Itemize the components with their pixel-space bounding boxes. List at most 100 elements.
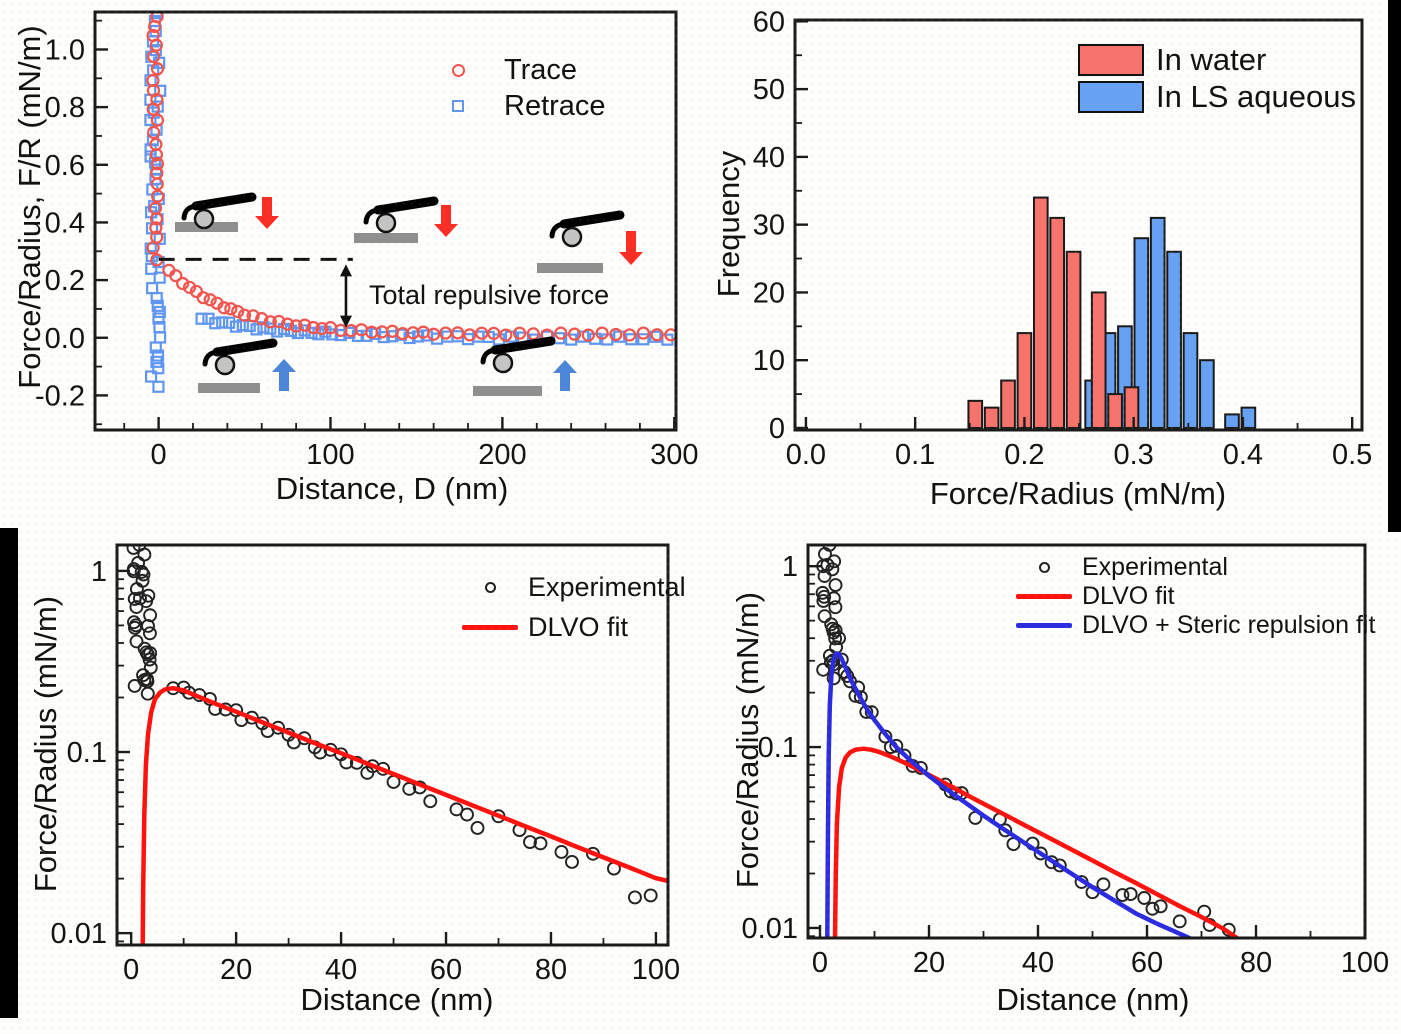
p4-y-axis-title: Force/Radius (mN/m)	[730, 591, 765, 889]
panel-3-frame	[806, 543, 1367, 940]
legend-item-experimental: Experimental	[460, 567, 686, 607]
svg-text:0.6: 0.6	[45, 150, 85, 182]
panel-3-ticks: 0 20 40 60 80 100 1 0.1 0.01	[742, 551, 1390, 979]
p1-annotations	[158, 192, 643, 396]
trace-circle-marker-icon	[451, 63, 465, 77]
p4-x-axis-title: Distance (nm)	[996, 982, 1190, 1017]
legend-label: Retrace	[504, 89, 606, 122]
legend-label: DLVO fit	[1082, 582, 1175, 610]
svg-text:0.01: 0.01	[742, 913, 798, 945]
svg-text:0.0: 0.0	[45, 323, 85, 355]
svg-text:300: 300	[650, 439, 698, 471]
svg-text:100: 100	[632, 954, 680, 986]
svg-text:80: 80	[1240, 947, 1272, 979]
svg-text:60: 60	[1131, 947, 1163, 979]
scan-edge-artifact-right	[1388, 0, 1401, 532]
legend-item-in-water: In water	[1078, 41, 1356, 78]
legend-item-in-ls-aqueous: In LS aqueous	[1078, 78, 1356, 115]
cantilever-cartoon-icon	[537, 210, 643, 273]
svg-text:0.8: 0.8	[45, 92, 85, 124]
retrace-square-marker-icon	[452, 100, 464, 112]
svg-text:0.0: 0.0	[786, 439, 826, 471]
svg-text:0: 0	[151, 439, 167, 471]
svg-text:0: 0	[123, 954, 139, 986]
total-repulsive-force-label: Total repulsive force	[369, 280, 610, 310]
svg-text:200: 200	[478, 439, 526, 471]
panel-2-ticks: 0 20 40 60 80 100 1 0.1 0.01	[51, 556, 681, 986]
p2-x-axis-title: Force/Radius (mN/m)	[929, 476, 1227, 511]
experimental-marker-icon	[484, 581, 496, 593]
legend-item-dlvo-steric-fit: DLVO + Steric repulsion fit	[1014, 611, 1375, 640]
svg-text:0.5: 0.5	[1332, 439, 1372, 471]
p3-x-axis-title: Distance (nm)	[300, 982, 494, 1017]
p1-x-axis-title: Distance, D (nm)	[275, 471, 509, 506]
svg-text:0: 0	[812, 947, 828, 979]
legend-label: Experimental	[528, 571, 686, 602]
legend-item-experimental: Experimental	[1014, 553, 1375, 582]
panel-1-ticks: 0.0 0.1 0.2 0.3 0.4 0.5 0 10 20 30 40 50 60	[753, 6, 1373, 471]
panel-3-series	[815, 545, 1241, 938]
in-water-swatch-icon	[1078, 43, 1144, 76]
svg-text:40: 40	[325, 954, 357, 986]
dlvo-steric-fit-line-icon	[1016, 623, 1072, 628]
legend-item-trace: Trace	[446, 52, 606, 88]
panel-0-ticks: 0 100 200 300 -0.2 0.0 0.2 0.4 0.6 0.8 1.0	[35, 19, 698, 471]
svg-text:1: 1	[782, 551, 798, 583]
dlvo-fit-line-icon	[462, 624, 518, 630]
svg-text:0.2: 0.2	[1004, 439, 1044, 471]
svg-text:0.4: 0.4	[1223, 439, 1263, 471]
in-ls-aqueous-swatch-icon	[1078, 80, 1144, 113]
legend-label: Experimental	[1082, 553, 1228, 581]
p2-y-axis-title: Frequency	[711, 150, 746, 298]
legend-label: Trace	[504, 53, 578, 86]
legend-dlvo-water: Experimental DLVO fit	[460, 567, 686, 647]
cantilever-cartoon-icon	[175, 192, 279, 232]
legend-item-dlvo-fit: DLVO fit	[1014, 582, 1375, 611]
svg-text:0.1: 0.1	[895, 439, 935, 471]
legend-label: In water	[1156, 41, 1267, 77]
svg-text:60: 60	[753, 6, 785, 38]
legend-label: In LS aqueous	[1156, 78, 1356, 114]
legend-item-dlvo-fit: DLVO fit	[460, 607, 686, 647]
scan-edge-artifact-left	[0, 528, 18, 1018]
svg-text:40: 40	[753, 142, 785, 174]
svg-text:60: 60	[430, 954, 462, 986]
svg-text:0.2: 0.2	[45, 265, 85, 297]
svg-text:0.1: 0.1	[67, 737, 107, 769]
svg-text:0.3: 0.3	[1114, 439, 1154, 471]
svg-text:0.01: 0.01	[51, 918, 107, 950]
panel-0-frame	[93, 10, 678, 432]
cantilever-cartoon-icon	[473, 336, 577, 396]
experimental-marker-icon	[1038, 562, 1050, 573]
svg-text:-0.2: -0.2	[35, 380, 85, 412]
legend-dlvo-steric: Experimental DLVO fit DLVO + Steric repu…	[1014, 553, 1375, 640]
svg-text:30: 30	[753, 210, 785, 242]
cantilever-cartoon-icon	[354, 196, 458, 243]
panel-0-series	[144, 12, 676, 393]
svg-text:10: 10	[753, 345, 785, 377]
legend-label: DLVO + Steric repulsion fit	[1082, 611, 1376, 639]
legend-trace-retrace: Trace Retrace	[446, 52, 606, 124]
panel-2-series	[126, 545, 668, 945]
legend-label: DLVO fit	[528, 611, 629, 642]
legend-item-retrace: Retrace	[446, 88, 606, 124]
cantilever-cartoon-icon	[198, 338, 296, 393]
svg-text:80: 80	[535, 954, 567, 986]
svg-text:0.1: 0.1	[758, 732, 798, 764]
panel-1-series	[967, 196, 1257, 429]
p1-y-axis-title: Force/Radius, F/R (mN/m)	[12, 25, 47, 389]
svg-text:20: 20	[220, 954, 252, 986]
dlvo-fit-line-icon	[1016, 594, 1072, 599]
svg-text:20: 20	[913, 947, 945, 979]
svg-text:20: 20	[753, 277, 785, 309]
svg-text:100: 100	[306, 439, 354, 471]
svg-text:1.0: 1.0	[45, 34, 85, 66]
svg-text:1: 1	[91, 556, 107, 588]
legend-histogram: In water In LS aqueous	[1078, 41, 1356, 115]
svg-text:0: 0	[769, 413, 785, 445]
svg-text:40: 40	[1022, 947, 1054, 979]
svg-text:100: 100	[1341, 947, 1389, 979]
svg-text:50: 50	[753, 74, 785, 106]
